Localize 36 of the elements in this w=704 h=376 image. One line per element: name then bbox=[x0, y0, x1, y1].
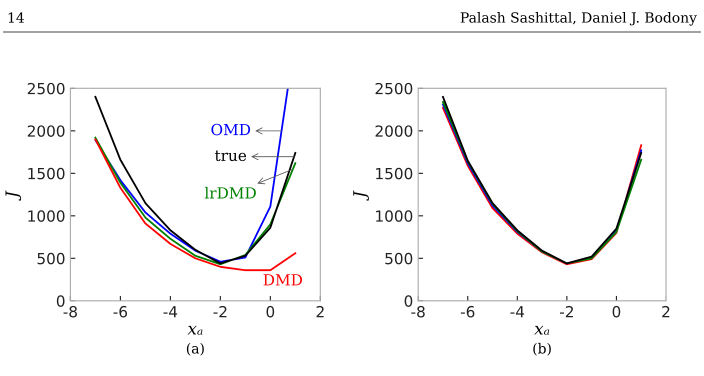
x-axis-title: xₐ bbox=[534, 326, 550, 335]
x-tick-label: -2 bbox=[560, 306, 573, 318]
y-tick-label: 0 bbox=[404, 295, 412, 307]
series-label: OMD bbox=[211, 124, 250, 136]
y-tick-label: 2000 bbox=[376, 125, 412, 137]
y-tick-label: 2000 bbox=[28, 125, 65, 137]
text: Palash Sashittal, Daniel J. Bodony bbox=[460, 12, 697, 26]
x-tick-label: -2 bbox=[213, 306, 226, 318]
y-tick-label: 1500 bbox=[28, 168, 65, 180]
x-tick-label: -8 bbox=[64, 306, 77, 318]
x-tick-label: -4 bbox=[510, 306, 524, 318]
x-axis-title: xₐ bbox=[188, 326, 202, 335]
y-tick-label: 500 bbox=[385, 252, 412, 264]
y-tick-label: 500 bbox=[38, 252, 65, 264]
y-tick-label: 1000 bbox=[376, 210, 412, 222]
y-tick-label: 2500 bbox=[376, 82, 412, 94]
y-tick-label: 0 bbox=[56, 295, 65, 307]
x-tick-label: 0 bbox=[266, 306, 274, 318]
x-tick-label: -4 bbox=[164, 306, 178, 318]
y-axis-title: J bbox=[353, 190, 369, 201]
text: true bbox=[214, 150, 246, 162]
y-tick-label: 1500 bbox=[376, 168, 412, 180]
y-tick-label: 1000 bbox=[28, 210, 65, 222]
x-tick-label: -6 bbox=[114, 306, 128, 318]
x-tick-label: -8 bbox=[411, 306, 425, 318]
y-tick-label: 2500 bbox=[28, 82, 65, 94]
x-tick-label: -6 bbox=[460, 306, 474, 318]
series-label: DMD bbox=[264, 274, 302, 286]
x-tick-label: 2 bbox=[316, 306, 324, 318]
text: (a) bbox=[186, 342, 204, 356]
y-axis-title: J bbox=[5, 190, 22, 201]
series-label: lrDMD bbox=[204, 186, 256, 198]
text: (b) bbox=[533, 342, 551, 356]
text: 14 bbox=[8, 12, 24, 23]
x-tick-label: 0 bbox=[612, 306, 620, 318]
x-tick-label: 2 bbox=[662, 306, 670, 318]
